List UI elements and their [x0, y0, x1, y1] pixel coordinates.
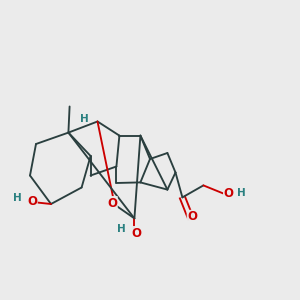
- Text: H: H: [237, 188, 246, 198]
- Text: O: O: [224, 187, 234, 200]
- Text: O: O: [107, 196, 117, 210]
- Text: O: O: [131, 226, 141, 240]
- Text: O: O: [187, 210, 197, 224]
- Text: H: H: [13, 193, 22, 203]
- Text: H: H: [116, 224, 125, 234]
- Text: H: H: [80, 113, 88, 124]
- Text: O: O: [27, 195, 37, 208]
